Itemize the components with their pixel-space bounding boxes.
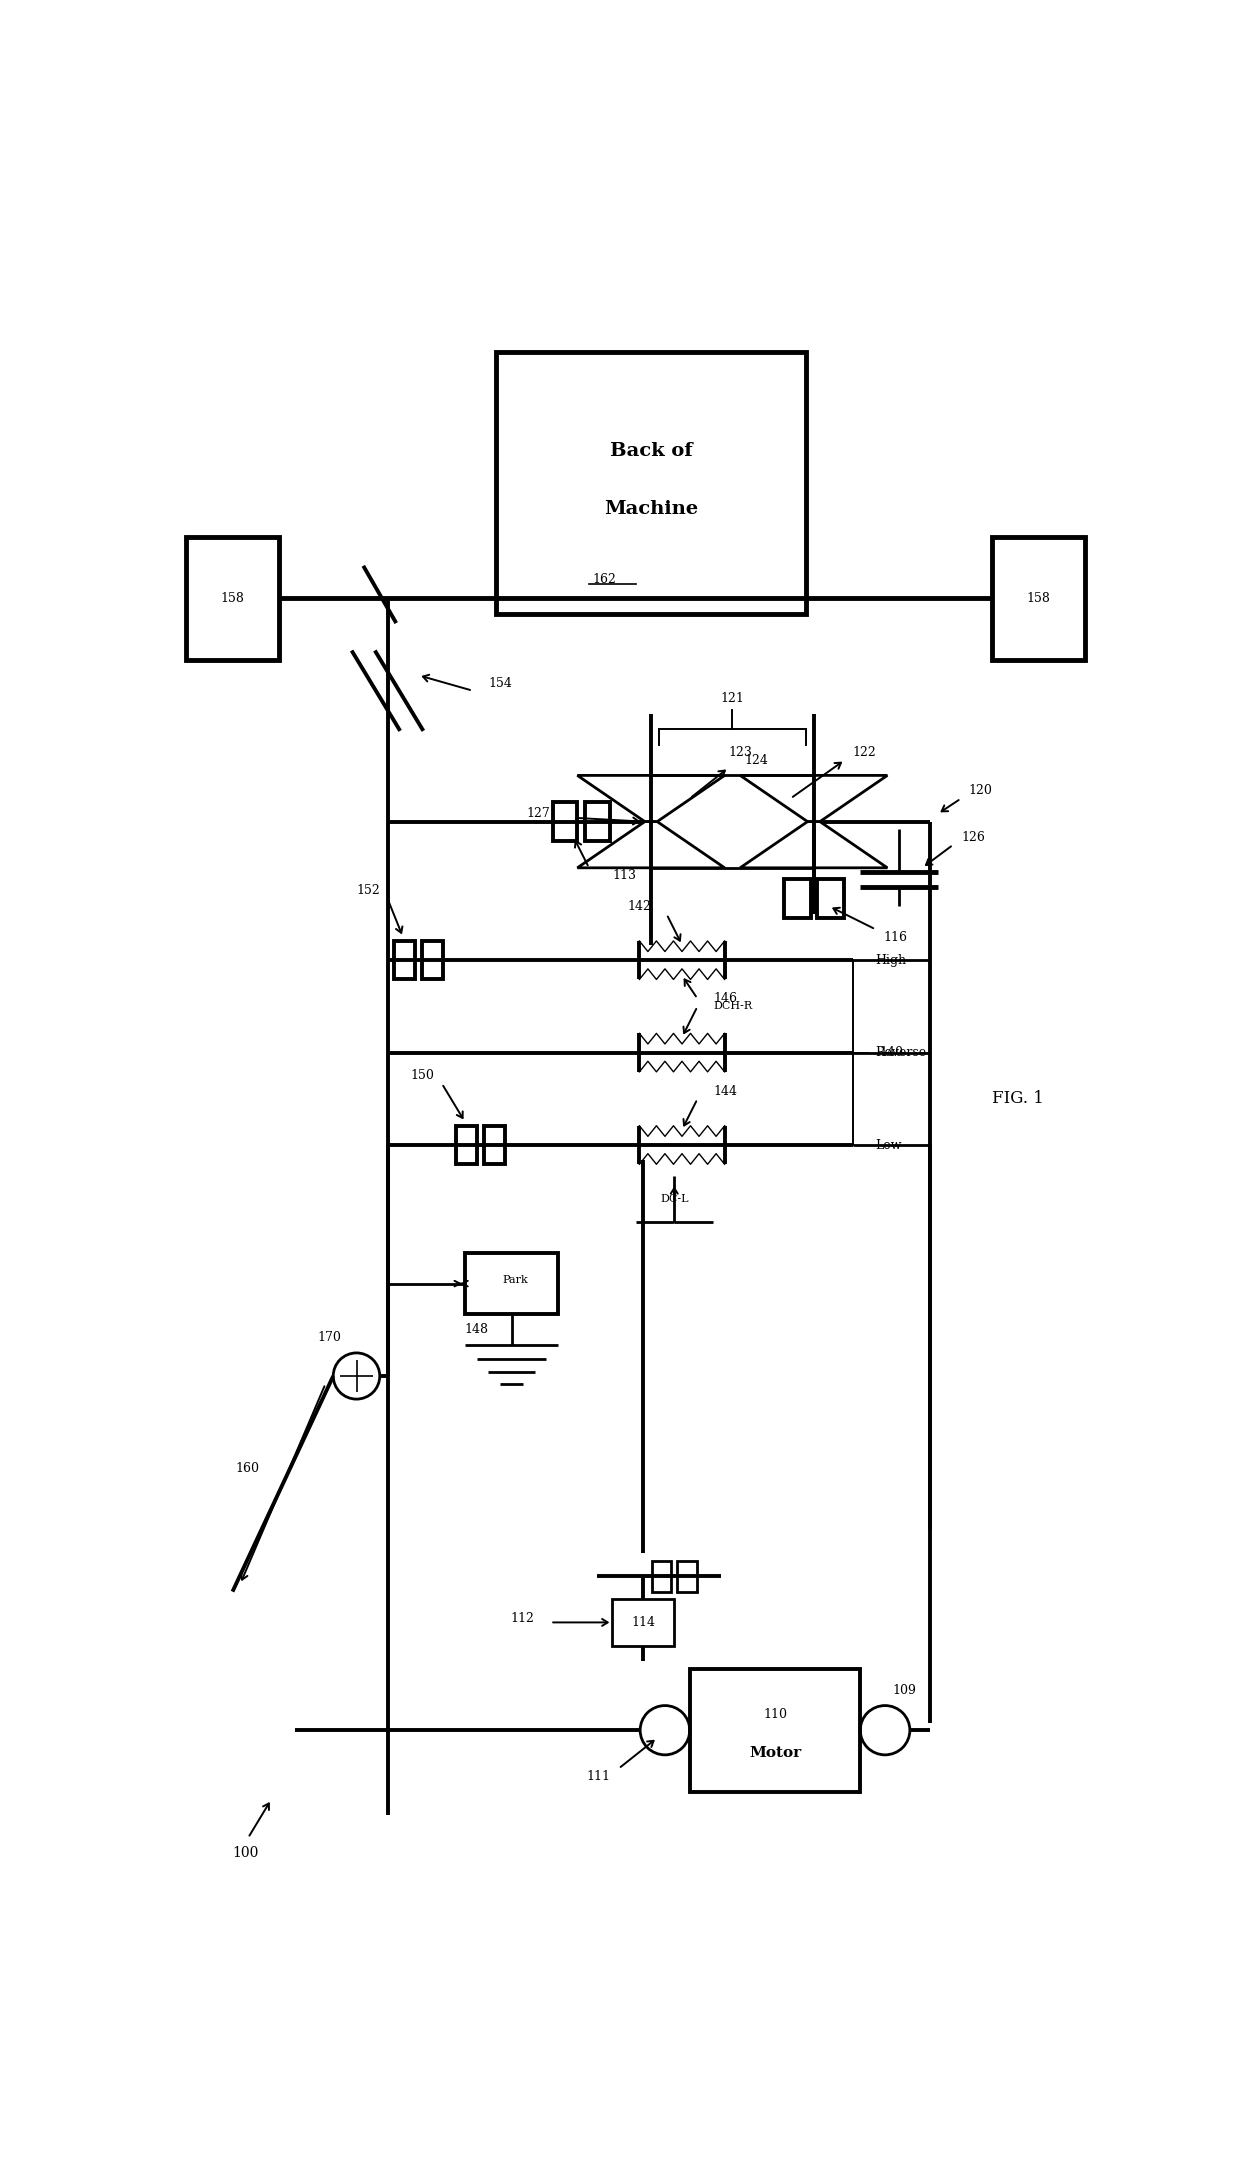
Text: Motor: Motor bbox=[749, 1746, 801, 1761]
Text: FIG. 1: FIG. 1 bbox=[992, 1091, 1044, 1108]
Text: 162: 162 bbox=[593, 573, 616, 586]
Bar bbox=[677, 1562, 697, 1592]
Text: Back of: Back of bbox=[610, 442, 692, 460]
Text: 150: 150 bbox=[410, 1069, 434, 1082]
Bar bbox=[484, 1126, 506, 1165]
Text: 109: 109 bbox=[893, 1683, 916, 1696]
Text: 113: 113 bbox=[613, 870, 636, 883]
Bar bbox=[496, 351, 806, 614]
Bar bbox=[456, 1126, 477, 1165]
Text: High: High bbox=[875, 954, 906, 967]
Text: 114: 114 bbox=[631, 1616, 655, 1629]
Text: 116: 116 bbox=[883, 931, 908, 944]
Bar bbox=[613, 1599, 675, 1646]
Text: 146: 146 bbox=[713, 991, 737, 1004]
Bar bbox=[186, 536, 279, 659]
Text: 110: 110 bbox=[763, 1709, 787, 1722]
Text: 126: 126 bbox=[961, 831, 985, 844]
Text: Machine: Machine bbox=[604, 501, 698, 518]
Text: 140: 140 bbox=[879, 1045, 904, 1058]
Bar bbox=[992, 536, 1085, 659]
Bar bbox=[394, 941, 415, 980]
Text: 121: 121 bbox=[720, 692, 744, 705]
Bar bbox=[784, 878, 811, 917]
Text: 148: 148 bbox=[464, 1323, 489, 1336]
Bar bbox=[465, 1254, 558, 1314]
Text: 170: 170 bbox=[317, 1332, 341, 1345]
Text: DC-L: DC-L bbox=[660, 1193, 688, 1204]
Bar bbox=[422, 941, 444, 980]
Text: Reverse: Reverse bbox=[875, 1045, 926, 1058]
Text: 111: 111 bbox=[587, 1770, 611, 1783]
Bar bbox=[553, 803, 578, 842]
Text: DCH-R: DCH-R bbox=[713, 1002, 753, 1011]
Text: 124: 124 bbox=[744, 753, 768, 766]
Bar bbox=[689, 1668, 861, 1792]
Bar bbox=[585, 803, 610, 842]
Text: 112: 112 bbox=[511, 1612, 534, 1625]
Text: 158: 158 bbox=[1027, 592, 1050, 605]
Text: 127: 127 bbox=[527, 807, 551, 820]
Text: 100: 100 bbox=[233, 1846, 259, 1861]
Text: 120: 120 bbox=[968, 785, 993, 798]
Text: 158: 158 bbox=[221, 592, 244, 605]
Text: 160: 160 bbox=[236, 1462, 259, 1475]
Text: 152: 152 bbox=[356, 885, 379, 898]
Bar bbox=[817, 878, 844, 917]
Text: 144: 144 bbox=[713, 1084, 737, 1098]
Text: 154: 154 bbox=[489, 677, 512, 690]
Text: Park: Park bbox=[502, 1275, 528, 1284]
Text: Low: Low bbox=[875, 1139, 903, 1152]
Text: 142: 142 bbox=[627, 900, 651, 913]
Text: 122: 122 bbox=[853, 746, 877, 759]
Bar bbox=[652, 1562, 671, 1592]
Text: 123: 123 bbox=[728, 746, 753, 759]
